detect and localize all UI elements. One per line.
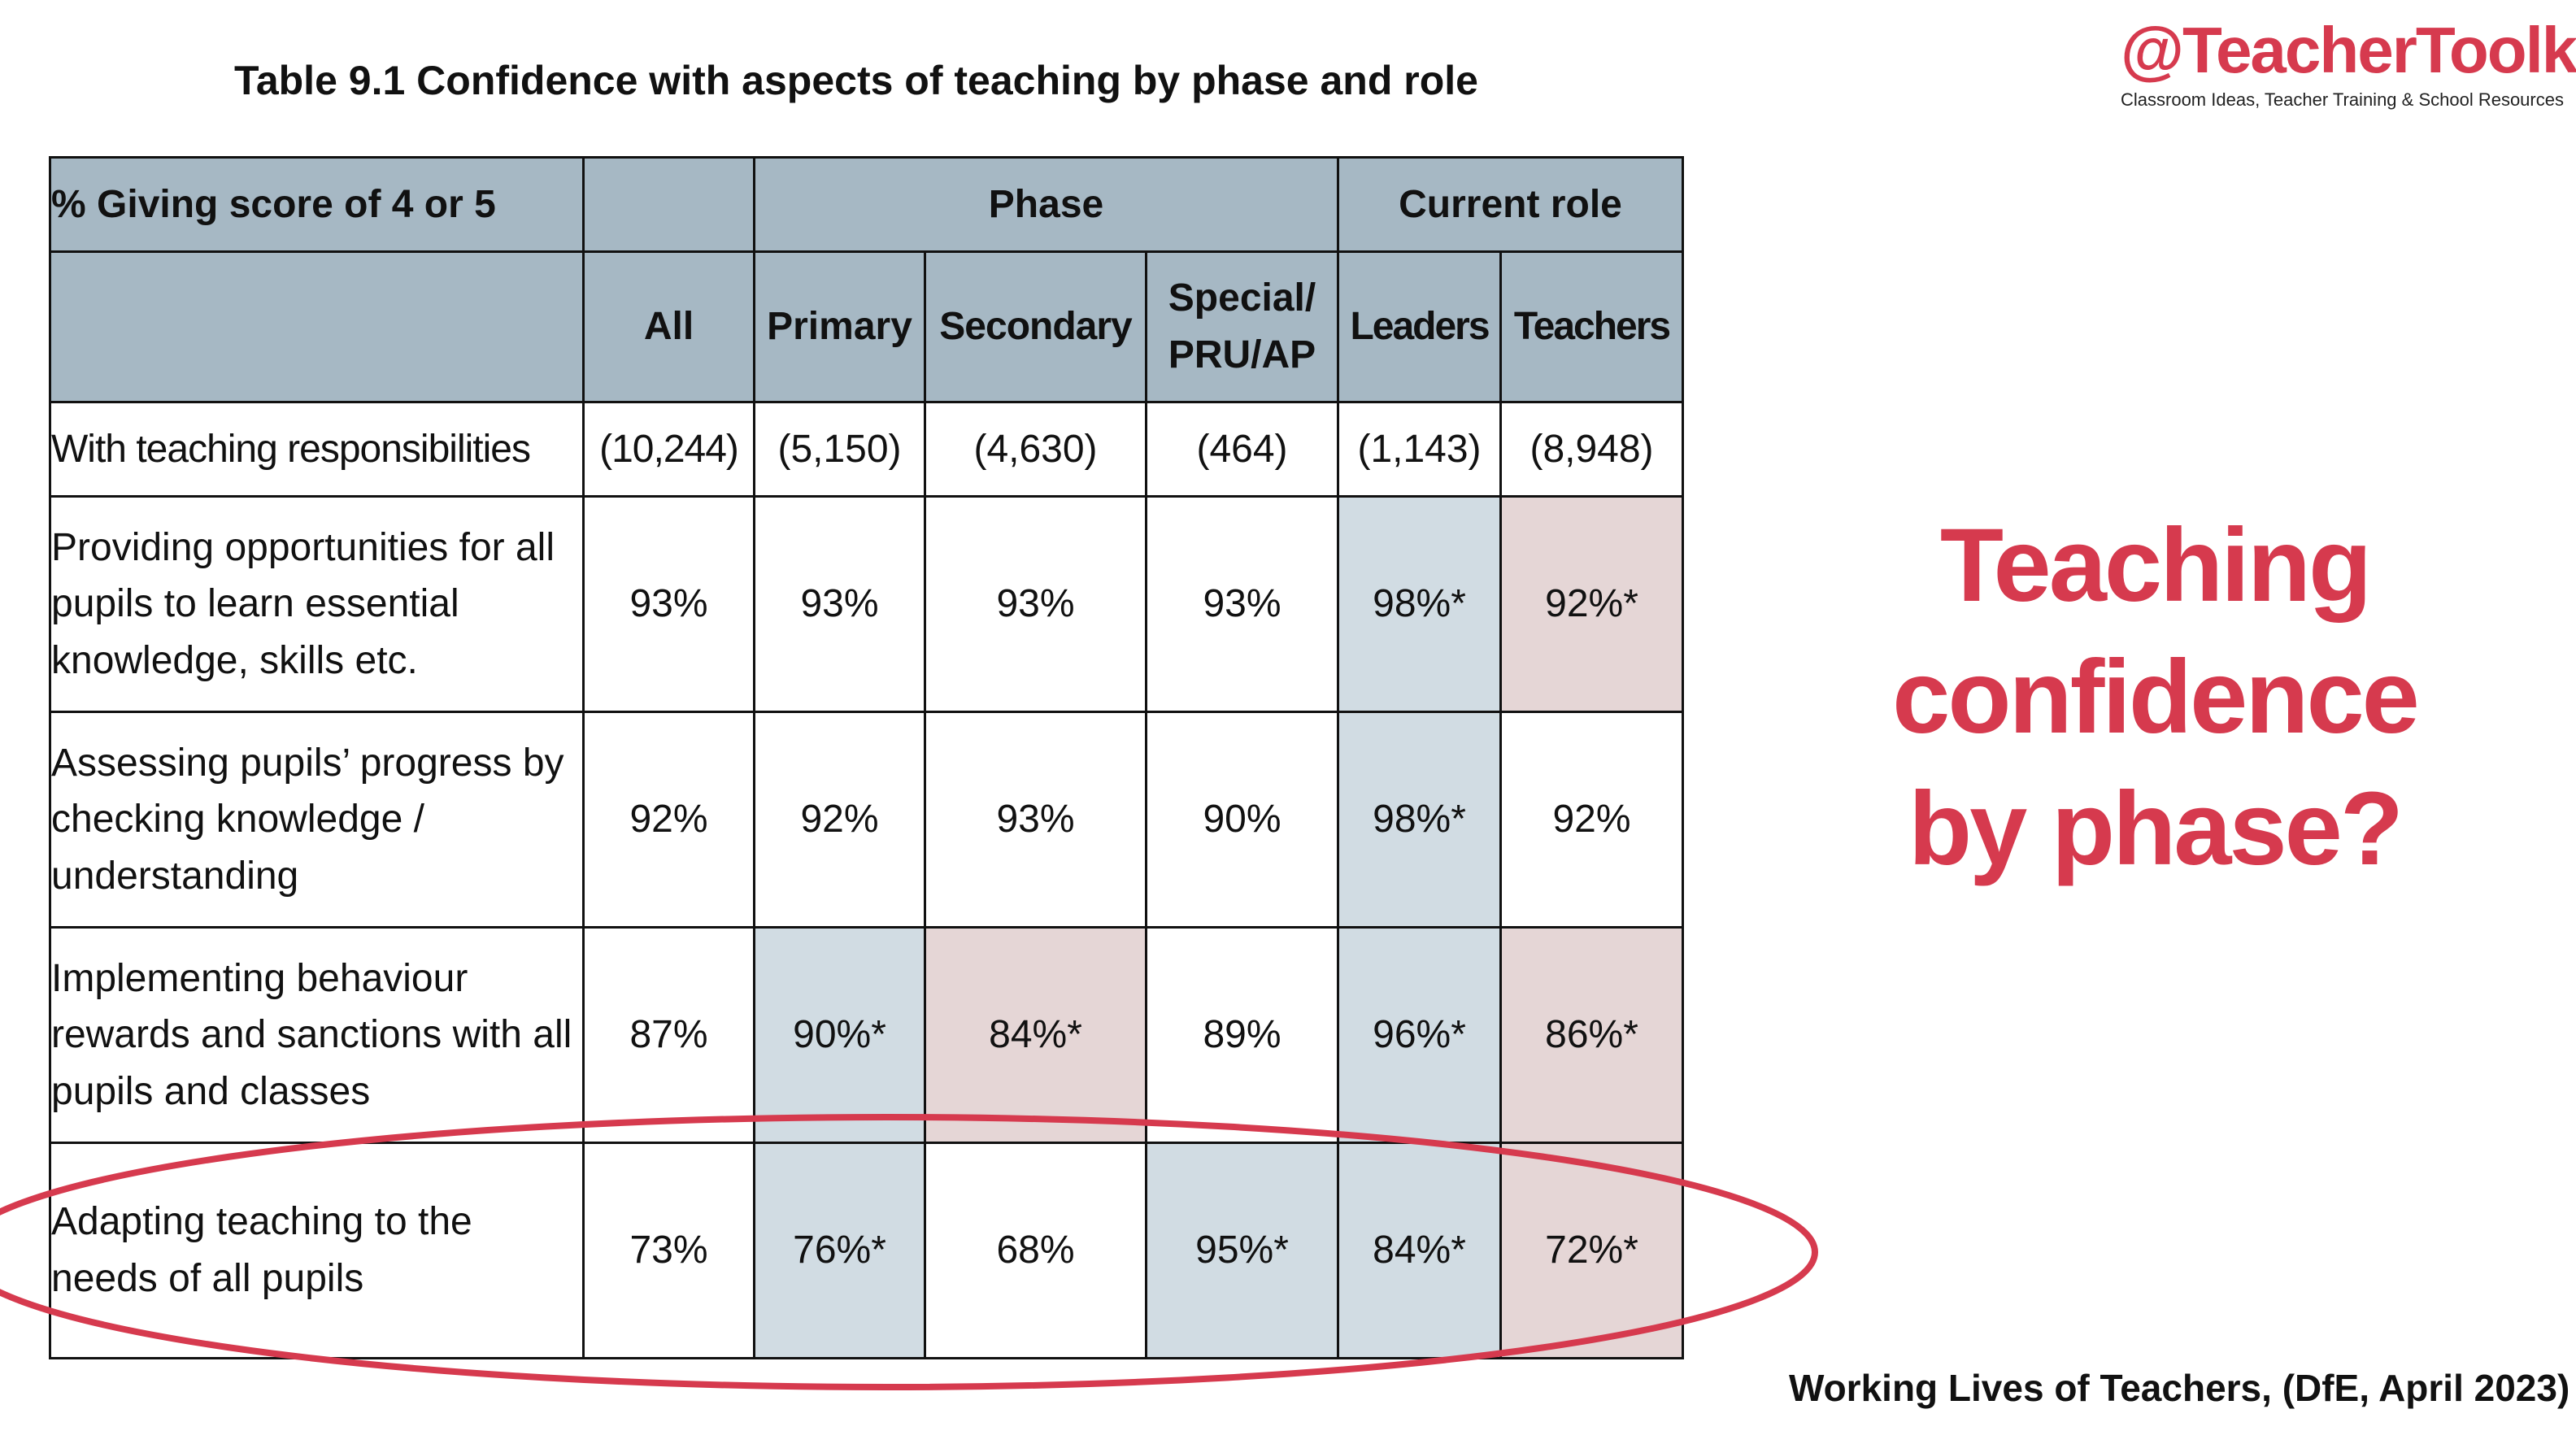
column-header-special: Special/ PRU/AP [1145,250,1339,403]
cell-leaders: 98%* [1337,711,1502,929]
cell-teachers: 92% [1499,711,1684,929]
base-count-special: (464) [1145,401,1339,498]
cell-special: 95%* [1145,1142,1339,1359]
table-row: Adapting teaching to the needs of all pu… [49,1142,1684,1359]
cell-primary: 93% [753,495,926,713]
cell-secondary: 84%* [924,926,1147,1144]
header-blank-cell [582,156,755,253]
cell-special: 90% [1145,711,1339,929]
table-header-row-columns: All Primary Secondary Special/ PRU/AP Le… [49,250,1684,403]
brand-name: @TeacherToolkit [2121,14,2576,86]
confidence-table: % Giving score of 4 or 5 Phase Current r… [49,156,1684,1359]
cell-teachers: 86%* [1499,926,1684,1144]
headline-line: by phase? [1908,771,2404,887]
cell-secondary: 93% [924,711,1147,929]
source-credit: Working Lives of Teachers, (DfE, April 2… [1789,1367,2570,1409]
cell-secondary: 93% [924,495,1147,713]
slide-headline: Teaching confidence by phase? [1838,500,2472,895]
base-count-all: (10,244) [582,401,755,498]
cell-leaders: 84%* [1337,1142,1502,1359]
table-header-row-groups: % Giving score of 4 or 5 Phase Current r… [49,156,1684,253]
cell-all: 87% [582,926,755,1144]
cell-special: 89% [1145,926,1339,1144]
column-header-teachers: Teachers [1499,250,1684,403]
headline-line: Teaching [1939,507,2372,624]
table-row: Assessing pupils’ progress by checking k… [49,711,1684,929]
base-count-teachers: (8,948) [1499,401,1684,498]
base-count-secondary: (4,630) [924,401,1147,498]
table-row: Providing opportunities for all pupils t… [49,495,1684,713]
cell-all: 73% [582,1142,755,1359]
row-label-base: With teaching responsibilities [49,401,585,498]
table-title: Table 9.1 Confidence with aspects of tea… [234,58,1478,103]
cell-leaders: 96%* [1337,926,1502,1144]
brand-tagline: Classroom Ideas, Teacher Training & Scho… [2121,89,2564,110]
column-header-secondary: Secondary [924,250,1147,403]
brand-logo: @TeacherToolkit Classroom Ideas, Teacher… [2121,14,2576,111]
cell-secondary: 68% [924,1142,1147,1359]
cell-teachers: 72%* [1499,1142,1684,1359]
header-phase-group: Phase [753,156,1339,253]
row-label: Assessing pupils’ progress by checking k… [49,711,585,929]
header-role-group: Current role [1337,156,1684,253]
row-label: Adapting teaching to the needs of all pu… [49,1142,585,1359]
cell-all: 92% [582,711,755,929]
row-label: Providing opportunities for all pupils t… [49,495,585,713]
column-header-primary: Primary [753,250,926,403]
cell-special: 93% [1145,495,1339,713]
cell-leaders: 98%* [1337,495,1502,713]
cell-primary: 76%* [753,1142,926,1359]
row-label: Implementing behaviour rewards and sanct… [49,926,585,1144]
header-blank-cell [49,250,585,403]
base-count-leaders: (1,143) [1337,401,1502,498]
column-header-all: All [582,250,755,403]
cell-primary: 90%* [753,926,926,1144]
table-row-base: With teaching responsibilities (10,244) … [49,401,1684,498]
cell-teachers: 92%* [1499,495,1684,713]
base-count-primary: (5,150) [753,401,926,498]
column-header-leaders: Leaders [1337,250,1502,403]
header-score-label: % Giving score of 4 or 5 [49,156,585,253]
cell-primary: 92% [753,711,926,929]
cell-all: 93% [582,495,755,713]
headline-line: confidence [1892,639,2420,755]
table-row: Implementing behaviour rewards and sanct… [49,926,1684,1144]
